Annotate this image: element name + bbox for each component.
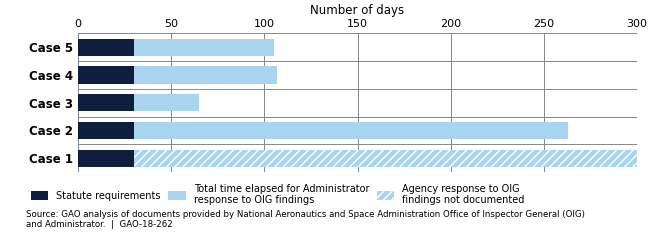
Bar	[78, 94, 134, 111]
Bar	[78, 122, 134, 139]
Bar	[134, 150, 637, 167]
Bar	[134, 94, 199, 111]
X-axis label: Number of days: Number of days	[311, 5, 404, 17]
Legend: Statute requirements, Total time elapsed for Administrator
response to OIG findi: Statute requirements, Total time elapsed…	[31, 184, 525, 206]
Bar	[134, 39, 274, 56]
Text: Source: GAO analysis of documents provided by National Aeronautics and Space Adm: Source: GAO analysis of documents provid…	[26, 210, 585, 229]
Bar	[78, 150, 134, 167]
Bar	[78, 66, 134, 84]
Bar	[78, 39, 134, 56]
Bar	[134, 122, 568, 139]
Bar	[134, 66, 278, 84]
